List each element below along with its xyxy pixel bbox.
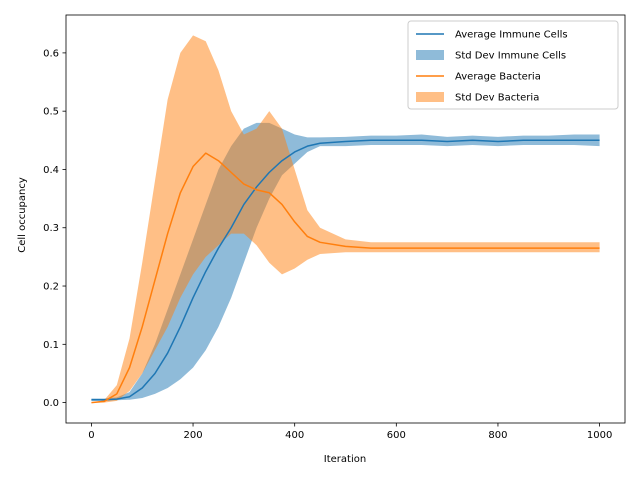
legend: Average Immune Cells Std Dev Immune Cells… (407, 20, 619, 110)
y-tick-label: 0.2 (43, 282, 59, 293)
y-tick-label: 0.3 (43, 223, 59, 234)
x-tick-label: 200 (183, 430, 202, 441)
legend-label: Average Immune Cells (455, 30, 568, 41)
legend-label: Std Dev Immune Cells (455, 51, 566, 62)
x-axis-label: Iteration (324, 454, 366, 465)
x-axis-ticks: 0 200 400 600 800 1000 (88, 423, 612, 441)
y-tick-label: 0.6 (43, 48, 59, 59)
band-std-dev-bacteria (91, 35, 600, 403)
y-axis-label: Cell occupancy (17, 177, 28, 253)
y-axis-ticks: 0.0 0.1 0.2 0.3 0.4 0.5 0.6 (43, 48, 66, 409)
x-tick-label: 800 (488, 430, 507, 441)
line-average-bacteria (91, 152, 600, 404)
x-tick-label: 400 (285, 430, 304, 441)
line-average-immune-cells (91, 139, 600, 401)
y-tick-label: 0.0 (43, 398, 59, 409)
legend-box (407, 20, 619, 110)
plot-area (91, 35, 600, 404)
x-tick-label: 1000 (587, 430, 612, 441)
x-tick-label: 0 (88, 430, 94, 441)
y-tick-label: 0.5 (43, 107, 59, 118)
legend-label: Std Dev Bacteria (455, 93, 539, 104)
axes-frame (65, 14, 626, 424)
x-tick-label: 600 (387, 430, 406, 441)
legend-swatch (416, 50, 444, 60)
legend-label: Average Bacteria (455, 72, 541, 83)
axes-border (65, 14, 626, 424)
legend-swatch (416, 92, 444, 102)
y-tick-label: 0.1 (43, 340, 59, 351)
y-tick-label: 0.4 (43, 165, 59, 176)
